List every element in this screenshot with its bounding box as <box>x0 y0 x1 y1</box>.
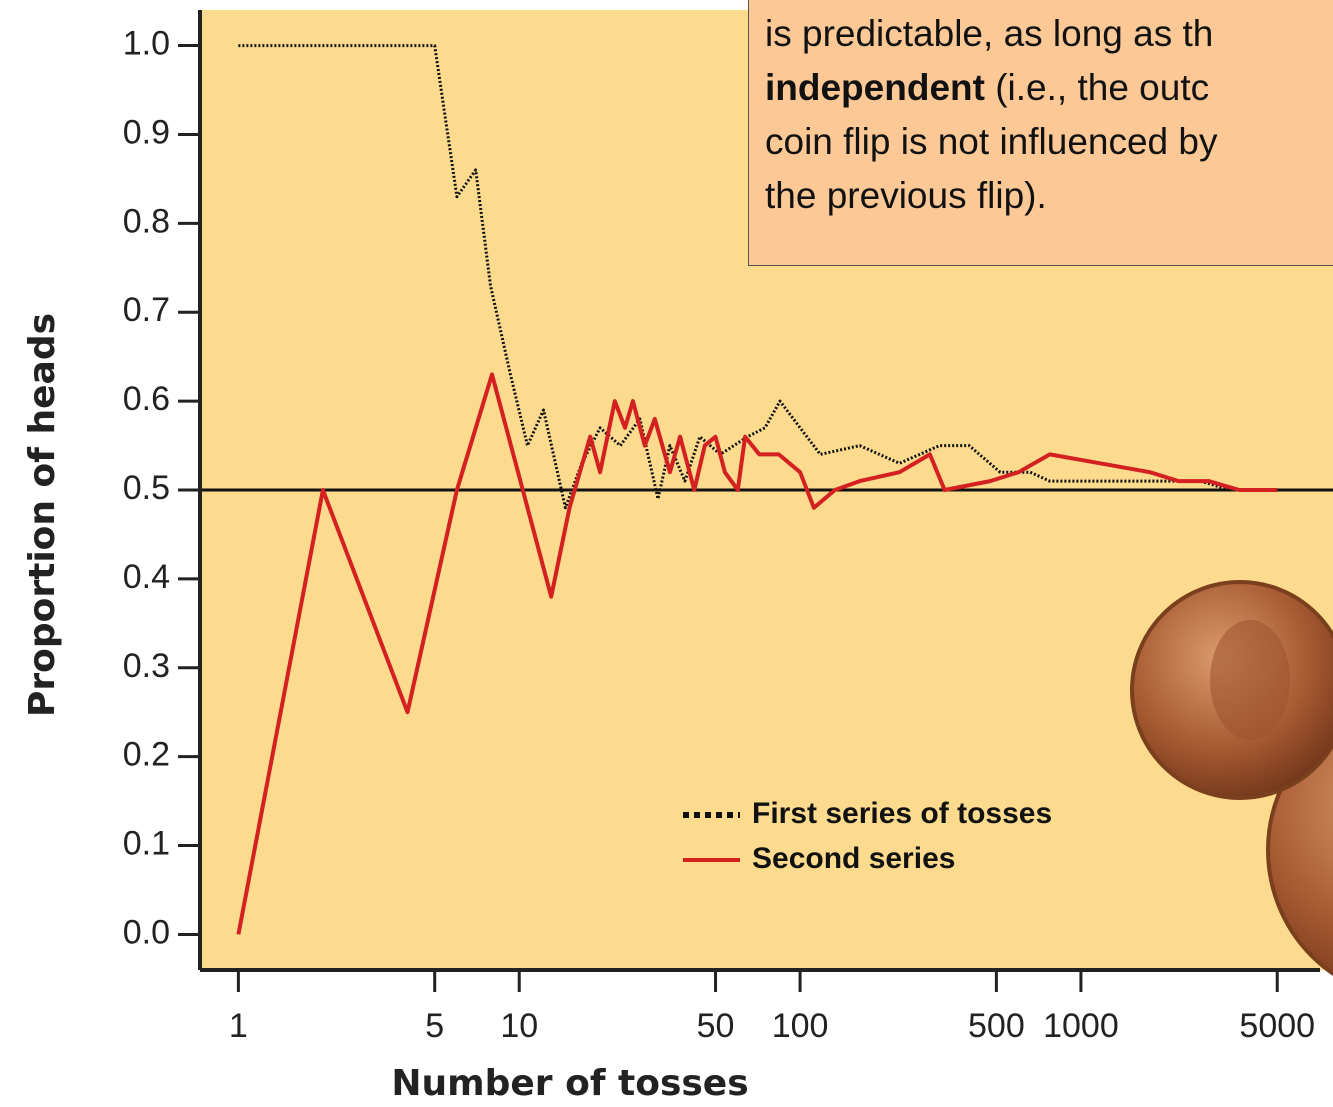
x-tick-label: 50 <box>697 1007 735 1045</box>
coins <box>1130 580 1333 976</box>
y-tick-label: 0.0 <box>123 913 170 951</box>
x-tick-label: 1000 <box>1043 1007 1119 1045</box>
y-tick-label: 0.5 <box>123 469 170 507</box>
annotation-line: is predictable, as long as th <box>765 13 1214 54</box>
legend-label: Second series <box>752 842 955 875</box>
annotation-line: the previous flip). <box>765 175 1047 216</box>
x-tick-label: 5000 <box>1239 1007 1315 1045</box>
y-tick-label: 0.6 <box>123 380 170 418</box>
annotation-bold: independent <box>765 67 985 108</box>
y-tick-label: 0.3 <box>123 647 170 685</box>
y-tick-label: 1.0 <box>123 25 170 63</box>
y-tick-label: 0.2 <box>123 736 170 774</box>
coin-relief <box>1210 620 1290 740</box>
y-axis-title: Proportion of heads <box>22 313 63 717</box>
y-tick-label: 0.1 <box>123 825 170 863</box>
x-tick-label: 100 <box>772 1007 829 1045</box>
y-tick-label: 0.7 <box>123 291 170 329</box>
y-tick-label: 0.4 <box>123 558 170 596</box>
annotation: is predictable, as long as th independen… <box>748 0 1333 266</box>
x-axis-title: Number of tosses <box>391 1063 748 1104</box>
annotation-line: coin flip is not influenced by <box>765 121 1218 162</box>
x-tick-label: 500 <box>968 1007 1025 1045</box>
y-tick-label: 0.8 <box>123 202 170 240</box>
annotation-line: independent (i.e., the outc <box>765 61 1333 115</box>
series-line <box>236 372 1278 935</box>
x-tick-label: 10 <box>500 1007 538 1045</box>
x-tick-label: 5 <box>425 1007 444 1045</box>
y-tick-label: 0.9 <box>123 113 170 151</box>
annotation-text: (i.e., the outc <box>984 67 1210 108</box>
legend-label: First series of tosses <box>752 797 1052 830</box>
x-tick-label: 1 <box>229 1007 248 1045</box>
